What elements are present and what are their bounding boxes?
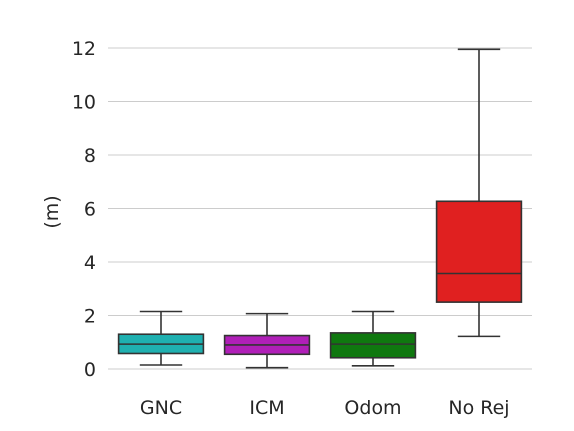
y-tick-label-4: 4: [84, 252, 96, 274]
box-body: [329, 332, 417, 359]
x-tick-labels: GNC ICM Odom No Rej: [140, 397, 510, 419]
x-tick-label-icm: ICM: [249, 397, 284, 419]
y-axis-label: (m): [41, 195, 63, 228]
y-tick-label-8: 8: [84, 145, 96, 167]
y-tick-label-6: 6: [84, 199, 96, 221]
y-tick-label-10: 10: [72, 92, 96, 114]
y-tick-label-0: 0: [84, 359, 96, 381]
y-tick-labels: 0 2 4 6 8 10 12: [72, 38, 96, 381]
box-no-rej: [435, 48, 523, 338]
boxes-layer: [117, 48, 523, 369]
y-tick-label-12: 12: [72, 38, 96, 60]
x-tick-label-odom: Odom: [344, 397, 401, 419]
box-icm: [223, 312, 311, 369]
box-body: [435, 200, 523, 303]
y-tick-label-2: 2: [84, 306, 96, 328]
box-odom: [329, 310, 417, 367]
x-tick-label-no-rej: No Rej: [448, 397, 509, 419]
box-gnc: [117, 310, 205, 366]
grid-lines: [108, 47, 532, 370]
x-tick-label-gnc: GNC: [140, 397, 182, 419]
